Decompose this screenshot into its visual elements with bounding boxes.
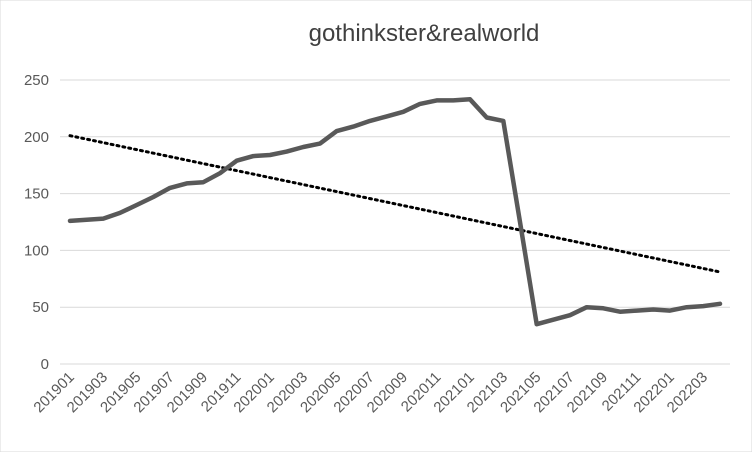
y-tick-label: 150 — [24, 186, 49, 203]
trendline-layer — [68, 134, 722, 274]
chart-title: gothinkster&realworld — [309, 20, 540, 47]
y-tick-label: 250 — [24, 72, 49, 89]
linear-trendline — [68, 134, 722, 274]
series-line-0 — [67, 97, 723, 327]
y-tick-label: 100 — [24, 242, 49, 259]
series-layer — [67, 97, 723, 327]
y-axis-ticks: 0 50 100 150 200 250 — [24, 72, 49, 373]
y-tick-label: 200 — [24, 129, 49, 146]
y-tick-label: 0 — [41, 356, 49, 373]
gridlines — [60, 79, 730, 365]
y-tick-label: 50 — [32, 299, 49, 316]
